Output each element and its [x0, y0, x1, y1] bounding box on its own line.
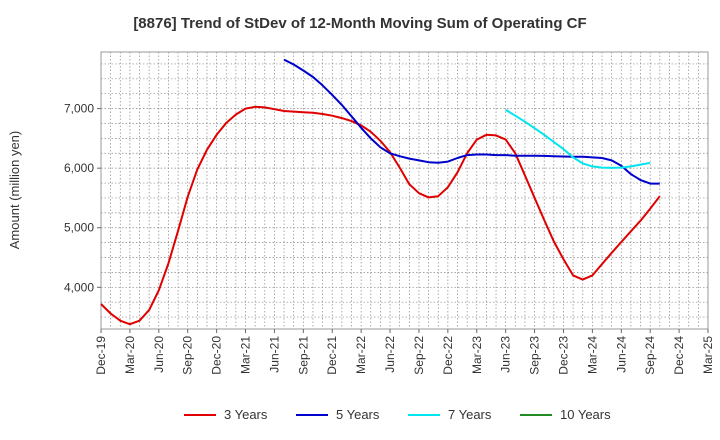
- x-tick-label: Dec-19: [94, 336, 108, 375]
- x-tick-label: Mar-24: [585, 336, 599, 374]
- series-line-7-years: [505, 108, 651, 169]
- legend-label: 3 Years: [224, 407, 268, 422]
- x-tick-label: Mar-22: [354, 336, 368, 374]
- x-tick-label: Dec-24: [672, 336, 686, 375]
- y-tick-label: 7,000: [64, 102, 94, 116]
- legend: 3 Years 5 Years 7 Years 10 Years: [184, 407, 611, 422]
- x-tick-label: Sep-24: [643, 336, 657, 375]
- x-tick-label: Jun-24: [614, 336, 628, 373]
- x-tick-label: Dec-21: [325, 336, 339, 375]
- x-tick-label: Mar-21: [239, 336, 253, 374]
- legend-label: 7 Years: [448, 407, 492, 422]
- x-tick-label: Mar-23: [470, 336, 484, 374]
- x-tick-label: Mar-25: [701, 336, 715, 374]
- x-tick-label: Sep-22: [412, 336, 426, 375]
- chart-title: [8876] Trend of StDev of 12-Month Moving…: [133, 15, 586, 32]
- grid: [101, 52, 708, 329]
- legend-label: 10 Years: [560, 407, 611, 422]
- y-axis-label: Amount (million yen): [7, 131, 22, 250]
- series-line-5-years: [283, 58, 660, 185]
- plot-frame: [100, 51, 709, 330]
- y-tick-label: 4,000: [64, 280, 94, 294]
- y-tick-label: 5,000: [64, 221, 94, 235]
- x-tick-label: Jun-21: [267, 336, 281, 373]
- x-tick-label: Sep-23: [528, 336, 542, 375]
- series-line-3-years: [100, 105, 661, 326]
- x-tick-label: Jun-22: [383, 336, 397, 373]
- x-tick-label: Sep-21: [296, 336, 310, 375]
- x-tick-label: Jun-23: [499, 336, 513, 373]
- x-axis: Dec-19 Mar-20 Jun-20 Sep-20 Dec-20 Mar-21 Jun-…: [94, 329, 715, 375]
- series-lines: [100, 58, 661, 326]
- x-tick-label: Dec-20: [210, 336, 224, 375]
- x-tick-label: Mar-20: [123, 336, 137, 374]
- y-tick-label: 6,000: [64, 161, 94, 175]
- x-tick-label: Dec-23: [556, 336, 570, 375]
- x-tick-label: Dec-22: [441, 336, 455, 375]
- legend-label: 5 Years: [336, 407, 380, 422]
- x-tick-label: Jun-20: [152, 336, 166, 373]
- y-axis: 4,000 5,000 6,000 7,000: [64, 102, 101, 294]
- x-tick-label: Sep-20: [181, 336, 195, 375]
